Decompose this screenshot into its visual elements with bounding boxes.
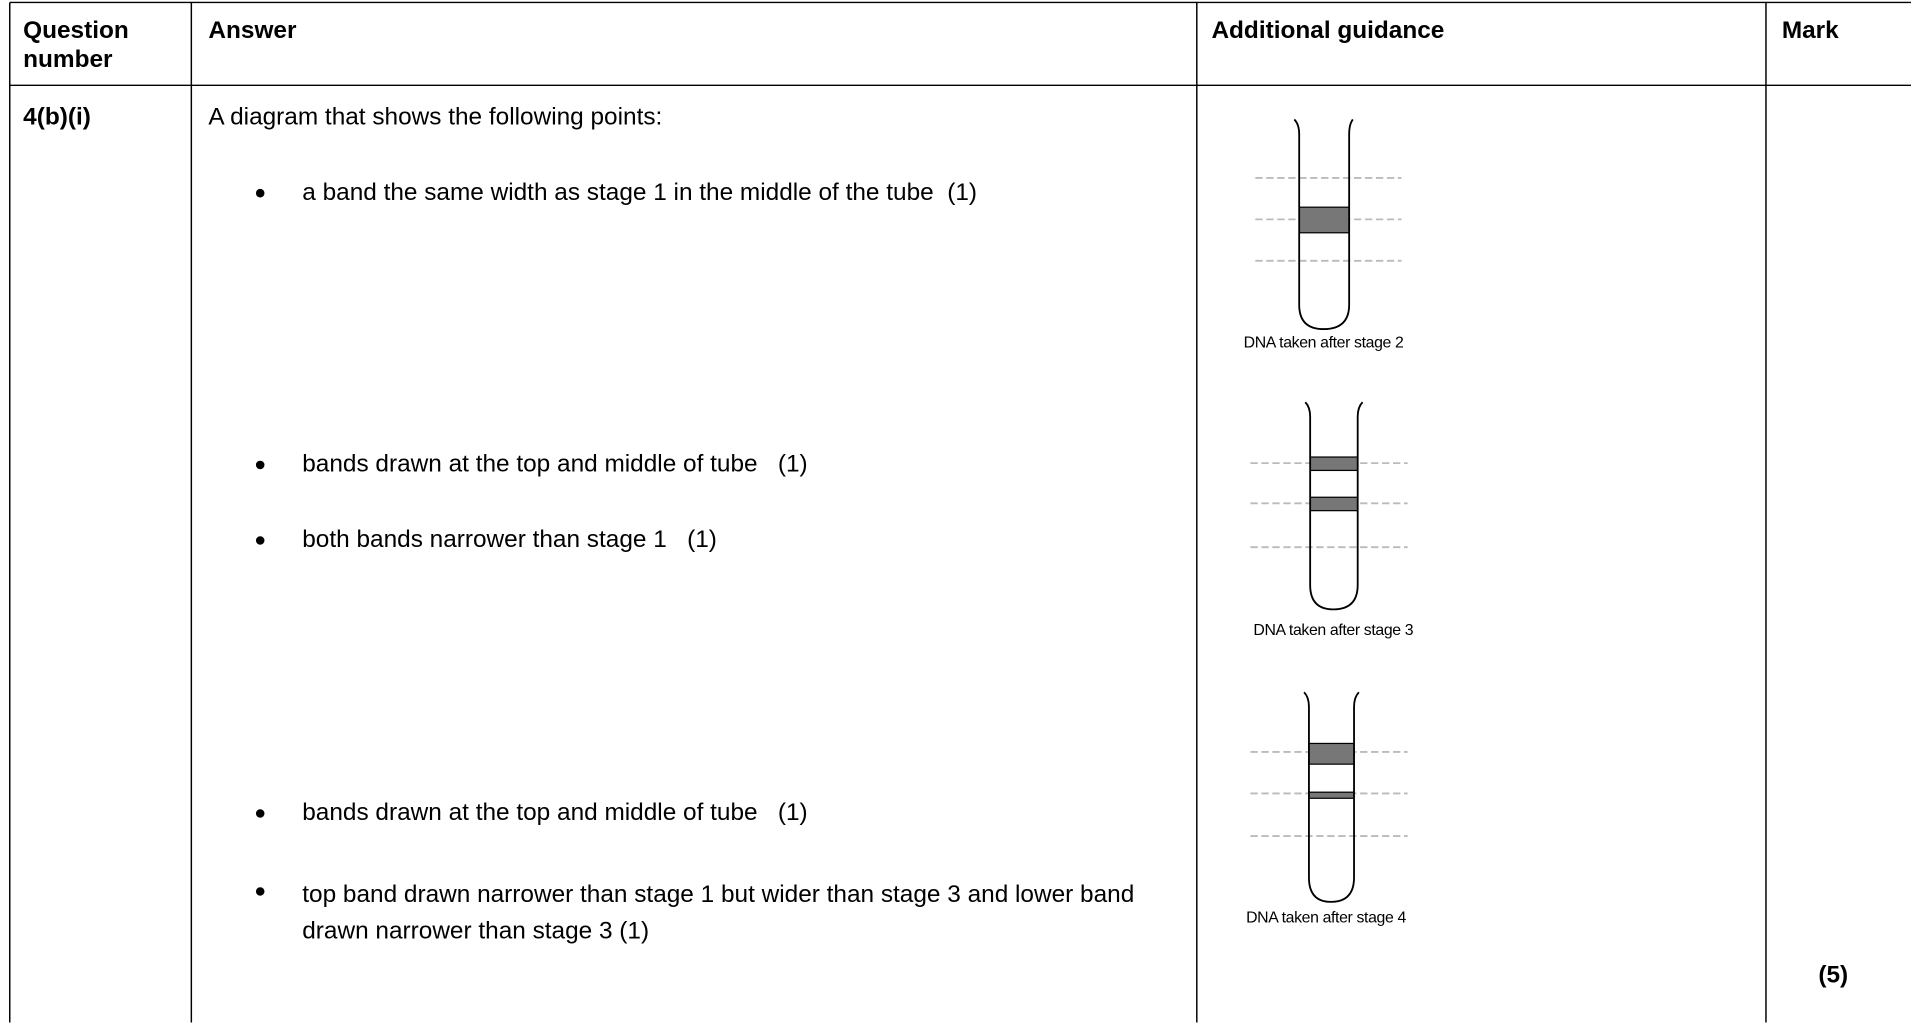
tube-diagram-3 — [1250, 401, 1408, 611]
bullet — [255, 188, 265, 198]
header-cell: Question number — [23, 17, 129, 74]
bullet — [255, 887, 265, 896]
header-cell: Additional guidance — [1211, 17, 1445, 44]
bullet — [255, 809, 265, 818]
answer-point: top band drawn narrower than stage 1 but… — [302, 881, 1135, 945]
question-number: 4(b)(i) — [23, 103, 91, 131]
header-cell: Mark — [1781, 17, 1839, 44]
answer-point: both bands narrower than stage 1 (1) — [302, 526, 717, 554]
answer-point: a band the same width as stage 1 in the … — [302, 179, 978, 206]
tube-diagram-2 — [1255, 118, 1402, 330]
diagram-caption: DNA taken after stage 4 — [1246, 907, 1406, 927]
bullet — [255, 536, 265, 545]
diagram-caption: DNA taken after stage 2 — [1243, 332, 1404, 351]
diagram-caption: DNA taken after stage 3 — [1253, 620, 1414, 639]
bullet — [255, 460, 265, 470]
tube-diagram-4 — [1250, 691, 1408, 903]
header-cell: Answer — [208, 17, 297, 44]
answer-point: bands drawn at the top and middle of tub… — [302, 799, 808, 827]
answer-point: bands drawn at the top and middle of tub… — [302, 450, 808, 478]
mark: (5) — [1818, 961, 1849, 989]
answer-intro: A diagram that shows the following point… — [208, 103, 663, 131]
